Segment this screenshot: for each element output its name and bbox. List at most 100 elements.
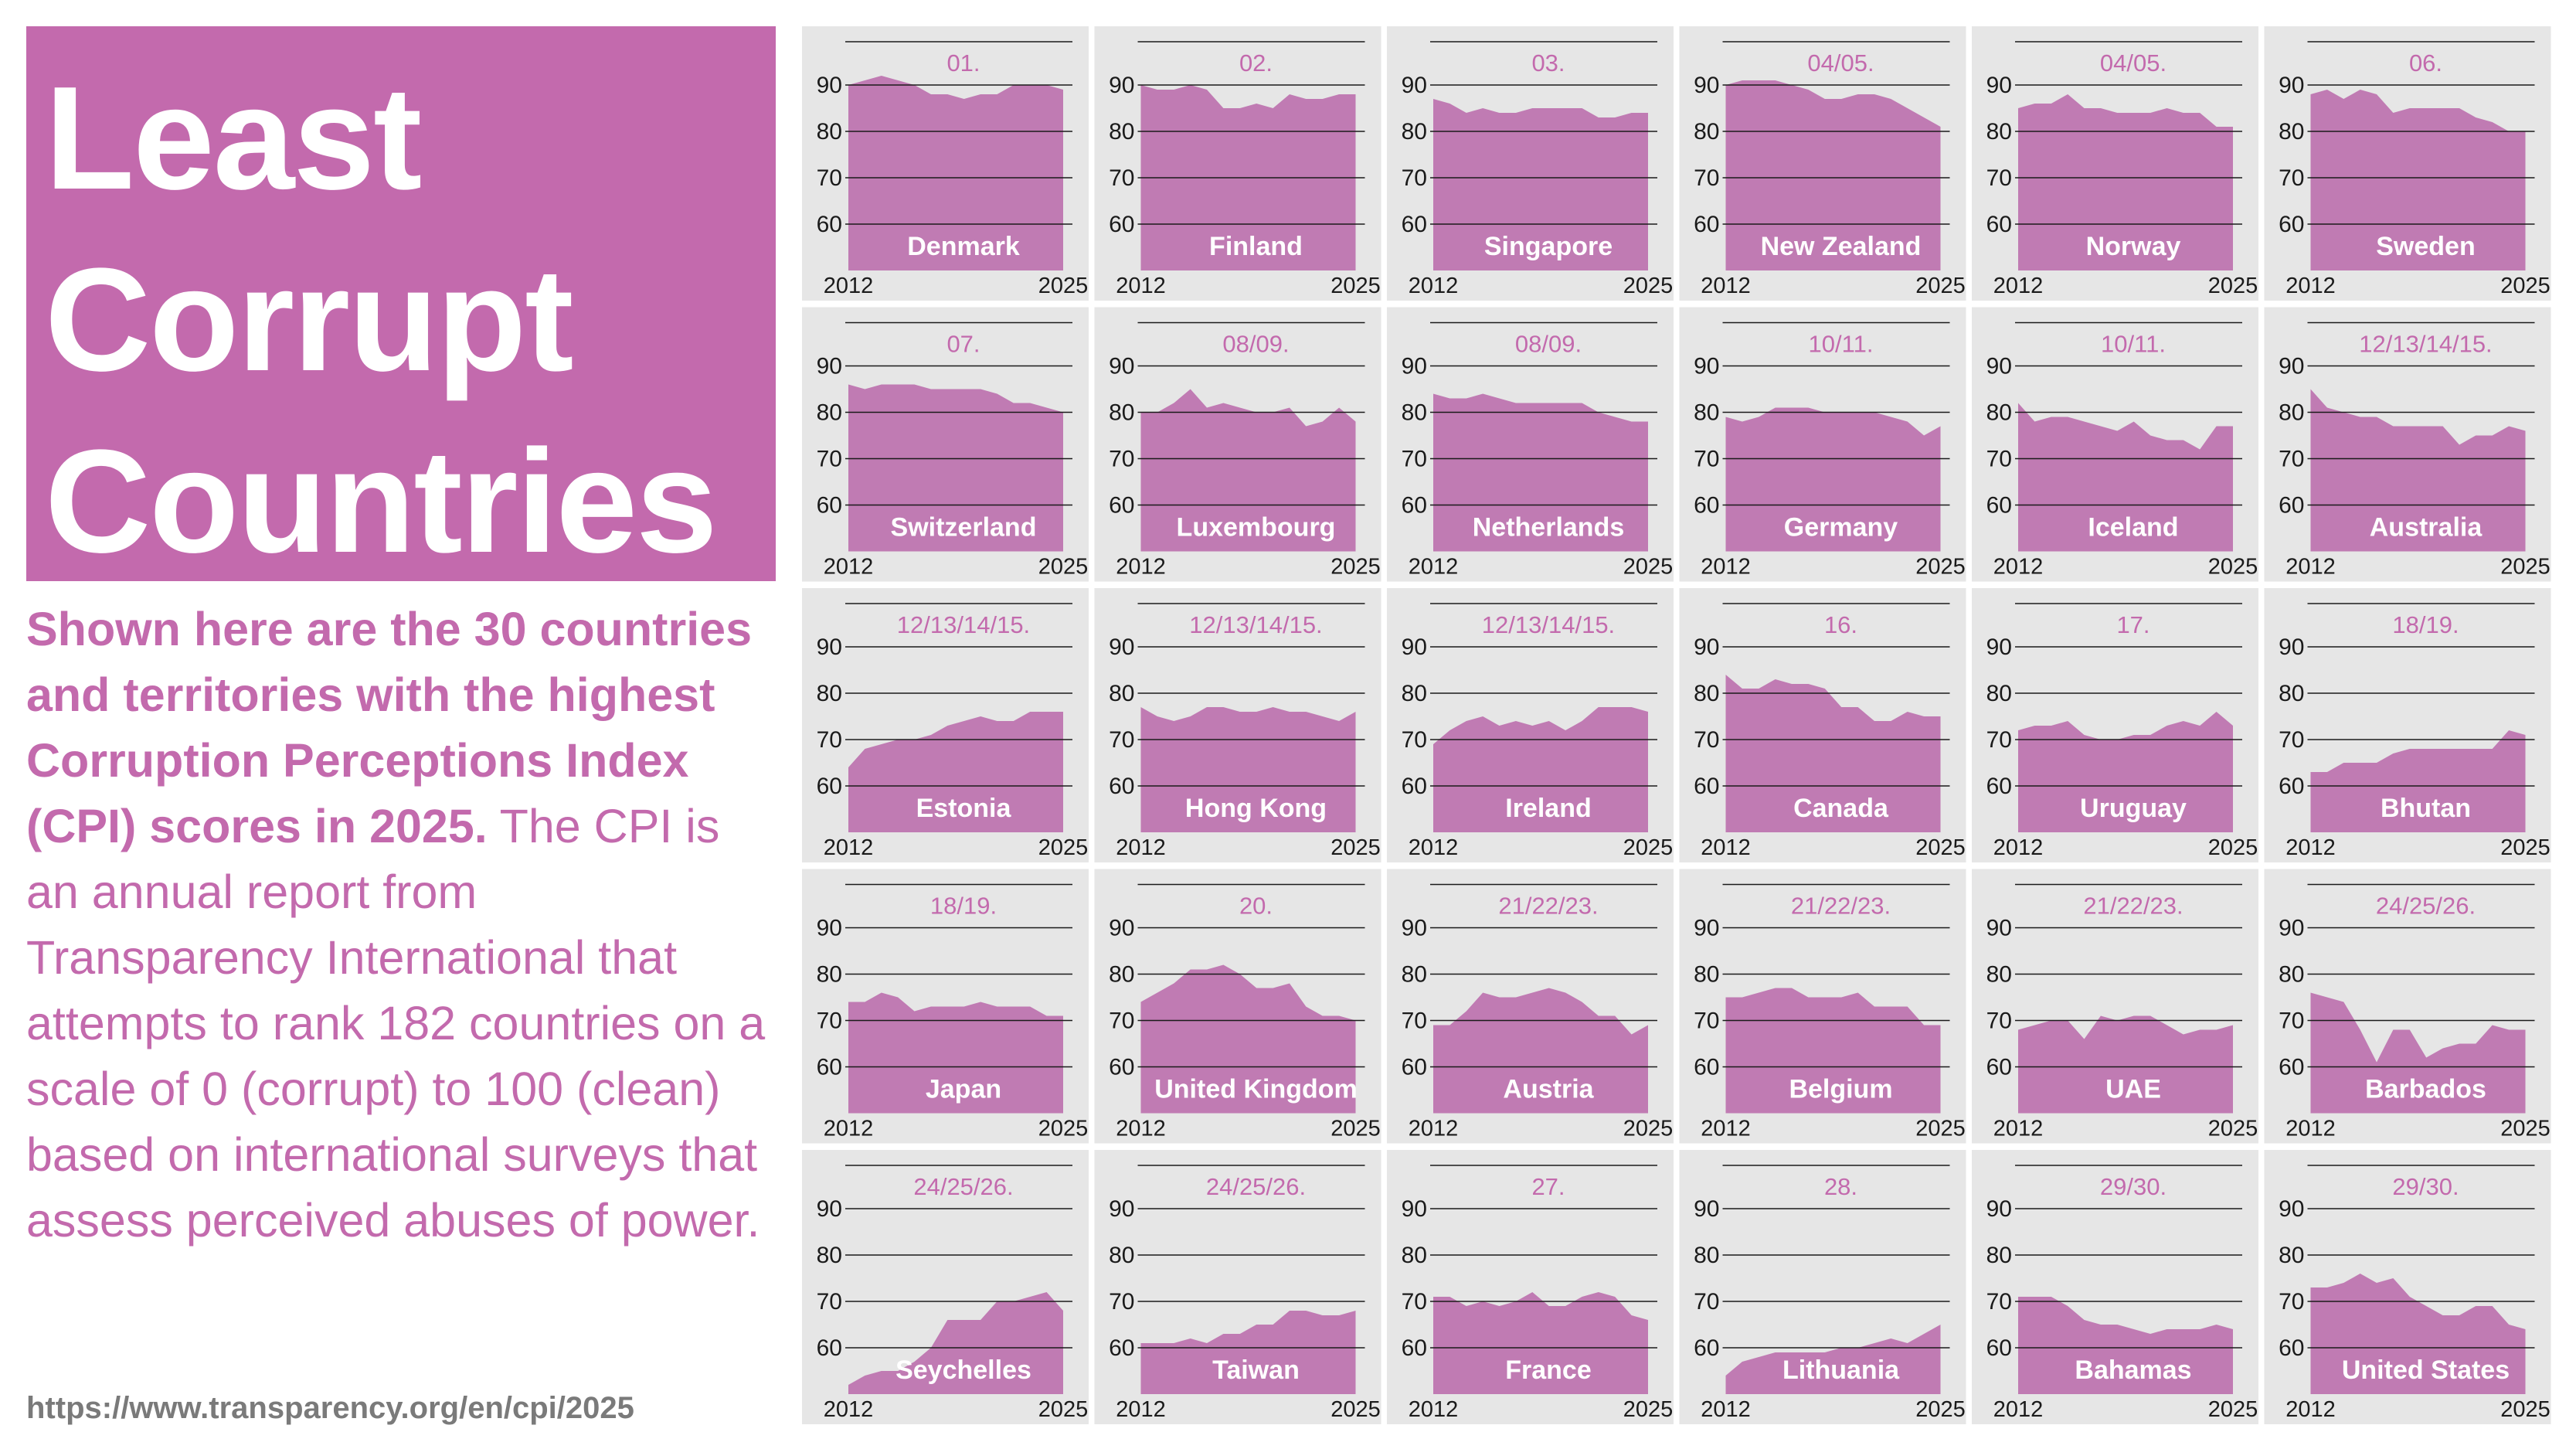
y-tick-label: 70 — [1109, 727, 1134, 753]
y-tick-label: 90 — [2279, 1196, 2304, 1222]
y-tick-label: 70 — [817, 727, 842, 753]
y-tick-label: 70 — [1109, 1008, 1134, 1033]
rank-label: 10/11. — [2101, 331, 2166, 358]
y-tick-label: 80 — [1402, 400, 1427, 425]
chart-panel: 90 80 70 60 08/09. Luxembourg 2012 2025 — [1094, 307, 1381, 582]
y-tick-label: 80 — [1694, 1243, 1719, 1268]
x-tick-label: 2012 — [2285, 835, 2336, 860]
rank-label: 16. — [1824, 611, 1857, 638]
cpi-area — [1433, 988, 1648, 1114]
x-tick-label: 2025 — [2500, 1117, 2551, 1141]
y-tick-label: 80 — [1109, 1243, 1134, 1268]
x-tick-label: 2025 — [2208, 1117, 2258, 1141]
y-tick-label: 90 — [1402, 634, 1427, 660]
y-tick-label: 70 — [817, 1008, 842, 1033]
chart-panel: 90 80 70 60 02. Finland 2012 2025 — [1094, 26, 1381, 301]
y-tick-label: 60 — [2279, 774, 2304, 799]
y-tick-label: 70 — [2279, 165, 2304, 191]
y-tick-label: 60 — [2279, 1335, 2304, 1361]
chart-panel: 90 80 70 60 12/13/14/15. Estonia 2012 2025 — [802, 588, 1089, 862]
country-label: Iceland — [2088, 513, 2178, 543]
title-line-3: Countries — [45, 420, 718, 583]
x-tick-label: 2025 — [1038, 1397, 1089, 1422]
y-tick-label: 70 — [2279, 1289, 2304, 1315]
rank-label: 12/13/14/15. — [2359, 331, 2492, 358]
x-tick-label: 2012 — [824, 555, 874, 580]
rank-label: 24/25/26. — [913, 1173, 1013, 1200]
country-label: Switzerland — [891, 513, 1037, 543]
y-tick-label: 70 — [1402, 727, 1427, 753]
chart-panel: 90 80 70 60 07. Switzerland 2012 2025 — [802, 307, 1089, 582]
y-tick-label: 70 — [1109, 165, 1134, 191]
y-tick-label: 60 — [817, 1054, 842, 1080]
x-tick-label: 2012 — [1993, 555, 2044, 580]
rank-label: 24/25/26. — [1206, 1173, 1306, 1200]
y-tick-label: 60 — [1402, 1335, 1427, 1361]
y-tick-label: 90 — [817, 634, 842, 660]
y-tick-label: 80 — [1986, 119, 2012, 145]
rank-label: 27. — [1531, 1173, 1565, 1200]
y-tick-label: 80 — [2279, 1243, 2304, 1268]
y-tick-label: 90 — [1694, 353, 1719, 379]
x-tick-label: 2012 — [1116, 1117, 1166, 1141]
y-tick-label: 70 — [1986, 727, 2012, 753]
cpi-area — [1140, 964, 1356, 1114]
y-tick-label: 60 — [817, 492, 842, 518]
cpi-area — [2310, 389, 2526, 552]
y-tick-label: 60 — [1986, 774, 2012, 799]
y-tick-label: 70 — [817, 1289, 842, 1315]
y-tick-label: 60 — [1109, 492, 1134, 518]
y-tick-label: 90 — [1109, 73, 1134, 98]
x-tick-label: 2012 — [824, 1117, 874, 1141]
y-tick-label: 90 — [1109, 353, 1134, 379]
chart-panel: 90 80 70 60 08/09. Netherlands 2012 2025 — [1387, 307, 1674, 582]
x-tick-label: 2025 — [1330, 835, 1381, 860]
description: Shown here are the 30 countries and terr… — [26, 597, 768, 1253]
rank-label: 20. — [1239, 893, 1273, 920]
y-tick-label: 90 — [1109, 634, 1134, 660]
x-tick-label: 2025 — [2500, 835, 2551, 860]
chart-panel: 90 80 70 60 12/13/14/15. Australia 2012 2025 — [2264, 307, 2551, 582]
country-label: Bahamas — [2075, 1355, 2191, 1385]
cpi-area — [1725, 80, 1941, 270]
country-label: UAE — [2105, 1075, 2161, 1104]
chart-panel: 90 80 70 60 24/25/26. Barbados 2012 2025 — [2264, 869, 2551, 1144]
y-tick-label: 90 — [1402, 73, 1427, 98]
cpi-area — [848, 76, 1063, 270]
source-url: https://www.transparency.org/en/cpi/2025 — [26, 1391, 634, 1425]
y-tick-label: 70 — [1986, 446, 2012, 471]
y-tick-label: 80 — [1694, 119, 1719, 145]
y-tick-label: 70 — [1402, 165, 1427, 191]
x-tick-label: 2025 — [1038, 555, 1089, 580]
y-tick-label: 60 — [1109, 1335, 1134, 1361]
x-tick-label: 2025 — [2500, 555, 2551, 580]
y-tick-label: 60 — [1694, 1335, 1719, 1361]
y-tick-label: 60 — [817, 774, 842, 799]
x-tick-label: 2025 — [1038, 835, 1089, 860]
rank-label: 10/11. — [1809, 331, 1874, 358]
country-label: Denmark — [907, 232, 1020, 261]
cpi-area — [848, 992, 1063, 1114]
chart-panel: 90 80 70 60 18/19. Bhutan 2012 2025 — [2264, 588, 2551, 862]
country-label: Seychelles — [895, 1355, 1031, 1385]
y-tick-label: 90 — [1986, 634, 2012, 660]
y-tick-label: 60 — [2279, 212, 2304, 237]
chart-panel: 90 80 70 60 17. Uruguay 2012 2025 — [1972, 588, 2258, 862]
x-tick-label: 2025 — [1330, 1397, 1381, 1422]
y-tick-label: 60 — [2279, 1054, 2304, 1080]
country-label: Norway — [2086, 232, 2181, 261]
cpi-area — [848, 1292, 1063, 1394]
rank-label: 21/22/23. — [1791, 893, 1891, 920]
x-tick-label: 2025 — [1038, 1117, 1089, 1141]
x-tick-label: 2025 — [1915, 274, 1966, 298]
y-tick-label: 80 — [1109, 400, 1134, 425]
y-tick-label: 70 — [1402, 446, 1427, 471]
chart-panel: 90 80 70 60 28. Lithuania 2012 2025 — [1679, 1150, 1966, 1424]
y-tick-label: 80 — [2279, 400, 2304, 425]
x-tick-label: 2025 — [1330, 274, 1381, 298]
x-tick-label: 2025 — [1623, 1397, 1674, 1422]
description-normal: The CPI is an annual report from Transpa… — [26, 800, 766, 1247]
x-tick-label: 2025 — [1623, 555, 1674, 580]
x-tick-label: 2012 — [1409, 274, 1459, 298]
